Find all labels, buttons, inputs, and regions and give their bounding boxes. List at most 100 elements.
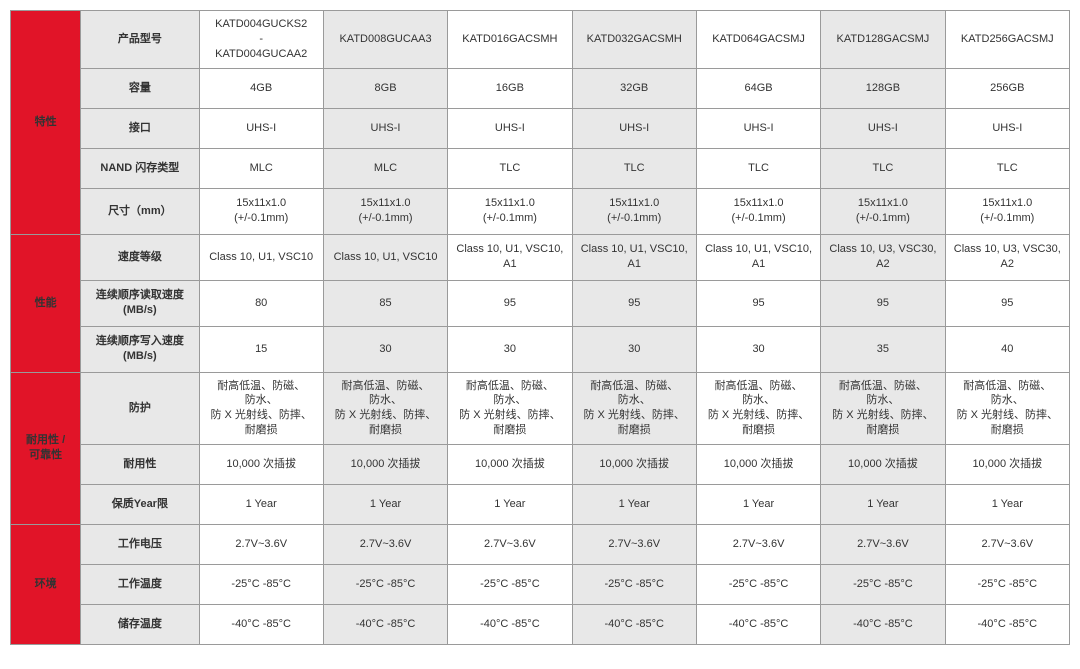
- cell-voltage-2: 2.7V~3.6V: [448, 524, 572, 564]
- cell-interface-5: UHS-I: [821, 108, 945, 148]
- cell-storage_temp-3: -40°C -85°C: [572, 604, 696, 644]
- cell-warranty-2: 1 Year: [448, 484, 572, 524]
- cell-model-2: KATD016GACSMH: [448, 11, 572, 69]
- cell-warranty-0: 1 Year: [199, 484, 323, 524]
- category-performance: 性能: [11, 234, 81, 372]
- cell-voltage-1: 2.7V~3.6V: [323, 524, 447, 564]
- cell-model-1: KATD008GUCAA3: [323, 11, 447, 69]
- row-speed_class: 性能速度等级Class 10, U1, VSC10Class 10, U1, V…: [11, 234, 1070, 280]
- cell-speed_class-0: Class 10, U1, VSC10: [199, 234, 323, 280]
- cell-seq_write-3: 30: [572, 326, 696, 372]
- cell-capacity-0: 4GB: [199, 68, 323, 108]
- cell-interface-2: UHS-I: [448, 108, 572, 148]
- cell-capacity-2: 16GB: [448, 68, 572, 108]
- cell-nand-3: TLC: [572, 148, 696, 188]
- row-label-storage_temp: 储存温度: [81, 604, 199, 644]
- row-label-voltage: 工作电压: [81, 524, 199, 564]
- cell-model-3: KATD032GACSMH: [572, 11, 696, 69]
- cell-seq_read-0: 80: [199, 280, 323, 326]
- cell-nand-0: MLC: [199, 148, 323, 188]
- cell-op_temp-1: -25°C -85°C: [323, 564, 447, 604]
- row-label-speed_class: 速度等级: [81, 234, 199, 280]
- cell-speed_class-3: Class 10, U1, VSC10, A1: [572, 234, 696, 280]
- cell-seq_read-4: 95: [696, 280, 820, 326]
- row-dimensions: 尺寸（mm）15x11x1.0 (+/-0.1mm)15x11x1.0 (+/-…: [11, 188, 1070, 234]
- cell-op_temp-2: -25°C -85°C: [448, 564, 572, 604]
- cell-dimensions-6: 15x11x1.0 (+/-0.1mm): [945, 188, 1069, 234]
- row-label-interface: 接口: [81, 108, 199, 148]
- cell-endurance-2: 10,000 次插拔: [448, 444, 572, 484]
- cell-dimensions-5: 15x11x1.0 (+/-0.1mm): [821, 188, 945, 234]
- row-label-capacity: 容量: [81, 68, 199, 108]
- cell-capacity-5: 128GB: [821, 68, 945, 108]
- cell-voltage-0: 2.7V~3.6V: [199, 524, 323, 564]
- cell-seq_write-5: 35: [821, 326, 945, 372]
- cell-interface-0: UHS-I: [199, 108, 323, 148]
- row-nand: NAND 闪存类型MLCMLCTLCTLCTLCTLCTLC: [11, 148, 1070, 188]
- cell-seq_write-0: 15: [199, 326, 323, 372]
- cell-endurance-3: 10,000 次插拔: [572, 444, 696, 484]
- cell-model-6: KATD256GACSMJ: [945, 11, 1069, 69]
- cell-nand-6: TLC: [945, 148, 1069, 188]
- cell-seq_read-3: 95: [572, 280, 696, 326]
- cell-protection-0: 耐高低温、防磁、 防水、 防 X 光射线、防摔、 耐磨损: [199, 372, 323, 444]
- row-label-protection: 防护: [81, 372, 199, 444]
- cell-protection-2: 耐高低温、防磁、 防水、 防 X 光射线、防摔、 耐磨损: [448, 372, 572, 444]
- cell-speed_class-6: Class 10, U3, VSC30, A2: [945, 234, 1069, 280]
- cell-seq_write-6: 40: [945, 326, 1069, 372]
- cell-seq_write-2: 30: [448, 326, 572, 372]
- cell-speed_class-2: Class 10, U1, VSC10, A1: [448, 234, 572, 280]
- cell-model-4: KATD064GACSMJ: [696, 11, 820, 69]
- row-label-seq_write: 连续顺序写入速度 (MB/s): [81, 326, 199, 372]
- cell-dimensions-1: 15x11x1.0 (+/-0.1mm): [323, 188, 447, 234]
- cell-protection-5: 耐高低温、防磁、 防水、 防 X 光射线、防摔、 耐磨损: [821, 372, 945, 444]
- row-endurance: 耐用性10,000 次插拔10,000 次插拔10,000 次插拔10,000 …: [11, 444, 1070, 484]
- row-label-nand: NAND 闪存类型: [81, 148, 199, 188]
- cell-seq_read-1: 85: [323, 280, 447, 326]
- cell-seq_write-4: 30: [696, 326, 820, 372]
- cell-nand-4: TLC: [696, 148, 820, 188]
- row-seq_write: 连续顺序写入速度 (MB/s)15303030303540: [11, 326, 1070, 372]
- row-capacity: 容量4GB8GB16GB32GB64GB128GB256GB: [11, 68, 1070, 108]
- cell-dimensions-4: 15x11x1.0 (+/-0.1mm): [696, 188, 820, 234]
- cell-interface-3: UHS-I: [572, 108, 696, 148]
- cell-voltage-3: 2.7V~3.6V: [572, 524, 696, 564]
- cell-seq_read-5: 95: [821, 280, 945, 326]
- spec-table: 特性产品型号KATD004GUCKS2 - KATD004GUCAA2KATD0…: [10, 10, 1070, 645]
- row-label-model: 产品型号: [81, 11, 199, 69]
- cell-endurance-5: 10,000 次插拔: [821, 444, 945, 484]
- cell-interface-6: UHS-I: [945, 108, 1069, 148]
- cell-storage_temp-2: -40°C -85°C: [448, 604, 572, 644]
- cell-dimensions-2: 15x11x1.0 (+/-0.1mm): [448, 188, 572, 234]
- cell-speed_class-4: Class 10, U1, VSC10, A1: [696, 234, 820, 280]
- cell-model-0: KATD004GUCKS2 - KATD004GUCAA2: [199, 11, 323, 69]
- cell-warranty-4: 1 Year: [696, 484, 820, 524]
- row-model: 特性产品型号KATD004GUCKS2 - KATD004GUCAA2KATD0…: [11, 11, 1070, 69]
- cell-op_temp-0: -25°C -85°C: [199, 564, 323, 604]
- row-label-dimensions: 尺寸（mm）: [81, 188, 199, 234]
- row-protection: 耐用性 / 可靠性防护耐高低温、防磁、 防水、 防 X 光射线、防摔、 耐磨损耐…: [11, 372, 1070, 444]
- cell-dimensions-3: 15x11x1.0 (+/-0.1mm): [572, 188, 696, 234]
- cell-nand-5: TLC: [821, 148, 945, 188]
- cell-warranty-5: 1 Year: [821, 484, 945, 524]
- cell-op_temp-6: -25°C -85°C: [945, 564, 1069, 604]
- cell-endurance-1: 10,000 次插拔: [323, 444, 447, 484]
- cell-endurance-4: 10,000 次插拔: [696, 444, 820, 484]
- row-label-seq_read: 连续顺序读取速度 (MB/s): [81, 280, 199, 326]
- row-voltage: 环境工作电压2.7V~3.6V2.7V~3.6V2.7V~3.6V2.7V~3.…: [11, 524, 1070, 564]
- row-warranty: 保质Year限1 Year1 Year1 Year1 Year1 Year1 Y…: [11, 484, 1070, 524]
- row-storage_temp: 储存温度-40°C -85°C-40°C -85°C-40°C -85°C-40…: [11, 604, 1070, 644]
- row-label-endurance: 耐用性: [81, 444, 199, 484]
- cell-capacity-6: 256GB: [945, 68, 1069, 108]
- cell-op_temp-3: -25°C -85°C: [572, 564, 696, 604]
- cell-protection-4: 耐高低温、防磁、 防水、 防 X 光射线、防摔、 耐磨损: [696, 372, 820, 444]
- cell-endurance-0: 10,000 次插拔: [199, 444, 323, 484]
- row-label-warranty: 保质Year限: [81, 484, 199, 524]
- cell-warranty-1: 1 Year: [323, 484, 447, 524]
- row-interface: 接口UHS-IUHS-IUHS-IUHS-IUHS-IUHS-IUHS-I: [11, 108, 1070, 148]
- cell-seq_read-2: 95: [448, 280, 572, 326]
- cell-voltage-5: 2.7V~3.6V: [821, 524, 945, 564]
- category-features: 特性: [11, 11, 81, 235]
- category-durability: 耐用性 / 可靠性: [11, 372, 81, 524]
- row-seq_read: 连续顺序读取速度 (MB/s)80859595959595: [11, 280, 1070, 326]
